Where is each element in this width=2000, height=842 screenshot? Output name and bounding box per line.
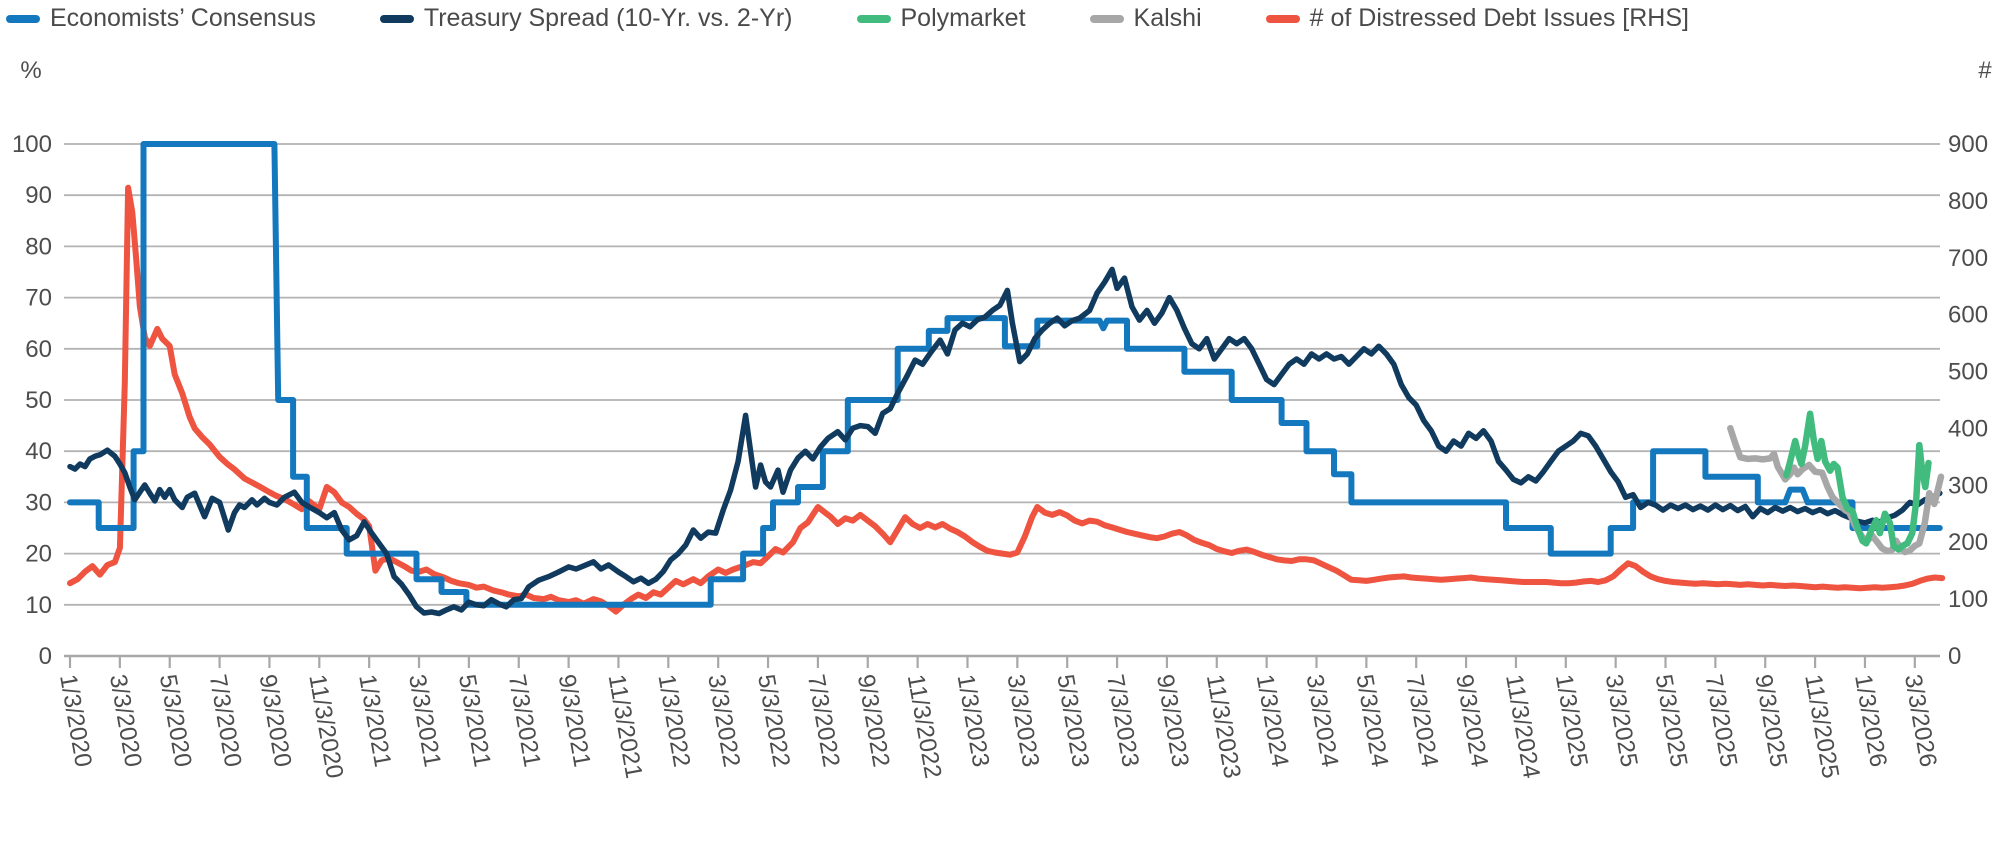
left-axis-tick-label: 70 (25, 285, 52, 312)
right-axis-tick-label: 700 (1948, 245, 1988, 272)
legend-label: # of Distressed Debt Issues [RHS] (1309, 4, 1689, 32)
chart-legend: Economists’ Consensus Treasury Spread (10… (6, 4, 1689, 33)
right-axis-tick-label: 200 (1948, 529, 1988, 556)
legend-item-treasury-spread-10-yr-vs-2-yr[interactable]: Treasury Spread (10-Yr. vs. 2-Yr) (379, 4, 793, 33)
x-tick-label: 11/3/2020 (303, 672, 348, 780)
legend-label: Kalshi (1133, 4, 1202, 32)
x-tick-label: 11/3/2021 (603, 672, 648, 780)
series-line-treasury-spread-10-yr-vs-2-yr (67, 266, 1943, 617)
x-tick-label: 9/3/2020 (254, 672, 297, 769)
x-tick-label: 7/3/2025 (1699, 672, 1742, 769)
right-axis-tick-label: 400 (1948, 415, 1988, 442)
x-tick-label: 9/3/2022 (852, 672, 895, 769)
x-tick-label: 1/3/2022 (652, 672, 695, 769)
left-axis-tick-label: 60 (25, 336, 52, 363)
legend-swatch-kalshi (1089, 14, 1124, 23)
x-tick-label: 3/3/2021 (403, 672, 446, 769)
x-tick-label: 11/3/2022 (902, 672, 947, 780)
right-axis-tick-label: 900 (1948, 131, 1988, 158)
x-tick-label: 3/3/2023 (1001, 672, 1044, 769)
left-axis-tick-label: 40 (25, 438, 52, 465)
x-tick-label: 1/3/2024 (1251, 672, 1294, 769)
x-tick-label: 7/3/2021 (503, 672, 546, 769)
legend-item-of-distressed-debt-issues-rhs[interactable]: # of Distressed Debt Issues [RHS] (1265, 4, 1689, 33)
right-axis-tick-label: 500 (1948, 359, 1988, 386)
right-axis-tick-label: 0 (1948, 643, 1961, 670)
left-axis-tick-label: 100 (12, 131, 52, 158)
x-tick-label: 9/3/2021 (553, 672, 596, 769)
left-axis-tick-label: 10 (25, 592, 52, 619)
left-axis-tick-label: 90 (25, 182, 52, 209)
x-tick-label: 5/3/2021 (453, 672, 496, 769)
x-tick-label: 11/3/2023 (1201, 672, 1246, 780)
x-tick-label: 9/3/2024 (1450, 672, 1493, 769)
left-axis-unit-label: % (20, 57, 41, 84)
x-tick-label: 9/3/2025 (1749, 672, 1792, 769)
x-tick-label: 5/3/2024 (1350, 672, 1393, 769)
x-tick-label: 7/3/2023 (1101, 672, 1144, 769)
x-tick-label: 9/3/2023 (1151, 672, 1194, 769)
x-tick-label: 1/3/2025 (1550, 672, 1593, 769)
left-axis-tick-label: 0 (39, 643, 52, 670)
right-axis-tick-label: 600 (1948, 302, 1988, 329)
right-axis-tick-label: 800 (1948, 188, 1988, 215)
right-axis-tick-label: 300 (1948, 472, 1988, 499)
legend-item-kalshi[interactable]: Kalshi (1089, 4, 1202, 33)
x-tick-label: 5/3/2020 (154, 672, 197, 769)
x-tick-label: 3/3/2022 (702, 672, 745, 769)
series-line-polymarket (1783, 410, 1932, 553)
left-axis-tick-label: 30 (25, 489, 52, 516)
x-tick-label: 1/3/2026 (1849, 672, 1892, 769)
right-axis-tick-label: 100 (1948, 586, 1988, 613)
x-tick-label: 3/3/2024 (1301, 672, 1344, 769)
legend-swatch-polymarket (856, 14, 891, 23)
x-tick-label: 1/3/2023 (952, 672, 995, 769)
series-line-economists-consensus (67, 141, 1943, 608)
series-line-of-distressed-debt-issues-rhs (67, 184, 1946, 615)
x-tick-label: 7/3/2022 (802, 672, 845, 769)
legend-item-economists-consensus[interactable]: Economists’ Consensus (6, 4, 316, 33)
legend-item-polymarket[interactable]: Polymarket (856, 4, 1026, 33)
x-tick-label: 5/3/2022 (752, 672, 795, 769)
legend-swatch-of-distressed-debt-issues-rhs (1265, 14, 1300, 23)
x-tick-label: 5/3/2023 (1051, 672, 1094, 769)
legend-swatch-economists-consensus (6, 14, 40, 23)
left-axis-tick-label: 20 (25, 541, 52, 568)
x-tick-label: 3/3/2026 (1899, 672, 1942, 769)
x-tick-label: 1/3/2021 (353, 672, 396, 769)
x-tick-label: 3/3/2020 (104, 672, 147, 769)
x-tick-label: 7/3/2024 (1400, 672, 1443, 769)
legend-label: Treasury Spread (10-Yr. vs. 2-Yr) (423, 4, 793, 32)
x-tick-label: 7/3/2020 (204, 672, 247, 769)
x-tick-label: 5/3/2025 (1650, 672, 1693, 769)
x-tick-label: 1/3/2020 (54, 672, 97, 769)
x-tick-label: 3/3/2025 (1600, 672, 1643, 769)
x-tick-label: 11/3/2024 (1500, 672, 1545, 780)
left-axis-tick-label: 80 (25, 233, 52, 260)
legend-label: Economists’ Consensus (50, 4, 316, 32)
x-tick-label: 11/3/2025 (1799, 672, 1844, 780)
right-axis-unit-label: # (1978, 57, 1992, 84)
left-axis-tick-label: 50 (25, 387, 52, 414)
legend-swatch-treasury-spread-10-yr-vs-2-yr (379, 14, 414, 23)
legend-label: Polymarket (900, 4, 1026, 32)
